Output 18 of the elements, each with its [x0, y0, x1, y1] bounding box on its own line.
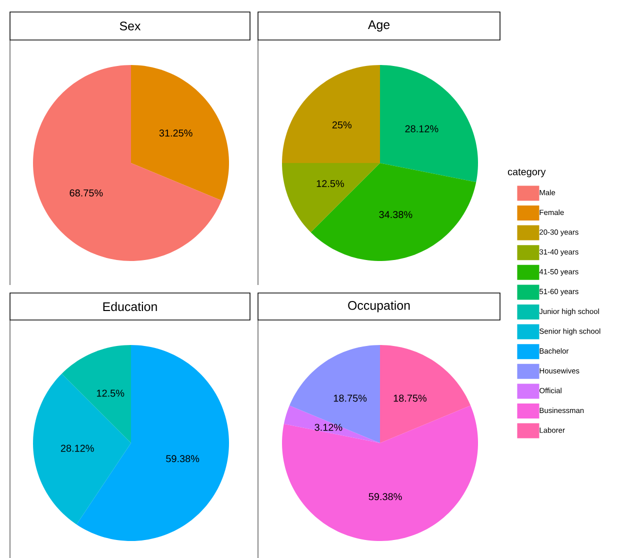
chart-title: Occupation [348, 300, 410, 312]
data-label: 59.38% [166, 455, 200, 462]
data-label: 18.75% [394, 394, 426, 402]
data-label: 34.38% [379, 211, 412, 218]
legend-title: category [508, 168, 546, 178]
data-label: 25% [332, 121, 352, 128]
chart-title: Education [103, 302, 157, 312]
data-label: 3.12% [314, 424, 342, 431]
data-label: 68.75% [70, 189, 103, 196]
data-label: 59.38% [368, 493, 402, 500]
data-label: 31.25% [159, 130, 192, 137]
chart-title: Sex [120, 22, 141, 30]
data-label: 28.12% [60, 444, 94, 452]
data-label: 18.75% [334, 394, 367, 402]
chart-title: Age [368, 20, 390, 32]
data-label: 12.5% [97, 390, 124, 397]
data-label: 12.5% [316, 180, 344, 188]
data-label: 28.12% [405, 125, 438, 132]
